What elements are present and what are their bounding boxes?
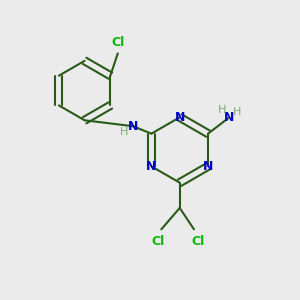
Text: H: H xyxy=(218,105,226,115)
Text: Cl: Cl xyxy=(151,235,164,248)
Text: N: N xyxy=(224,111,234,124)
Text: H: H xyxy=(120,127,128,137)
Text: N: N xyxy=(128,120,138,133)
Text: Cl: Cl xyxy=(191,235,204,248)
Text: N: N xyxy=(146,160,157,173)
Text: Cl: Cl xyxy=(111,36,124,49)
Text: N: N xyxy=(175,111,185,124)
Text: H: H xyxy=(232,107,241,117)
Text: N: N xyxy=(203,160,213,173)
